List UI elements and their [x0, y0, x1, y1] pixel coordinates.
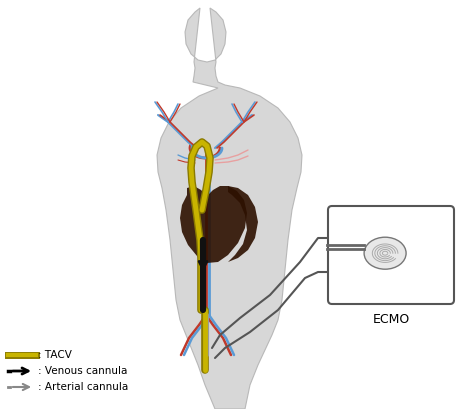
Polygon shape [228, 186, 258, 262]
Polygon shape [157, 8, 302, 409]
Text: : Venous cannula: : Venous cannula [38, 366, 128, 376]
Text: : TACV: : TACV [38, 350, 72, 360]
Text: ECMO: ECMO [373, 313, 410, 326]
FancyBboxPatch shape [328, 206, 454, 304]
Text: : Arterial cannula: : Arterial cannula [38, 382, 128, 392]
Polygon shape [180, 186, 247, 263]
Ellipse shape [364, 237, 406, 269]
